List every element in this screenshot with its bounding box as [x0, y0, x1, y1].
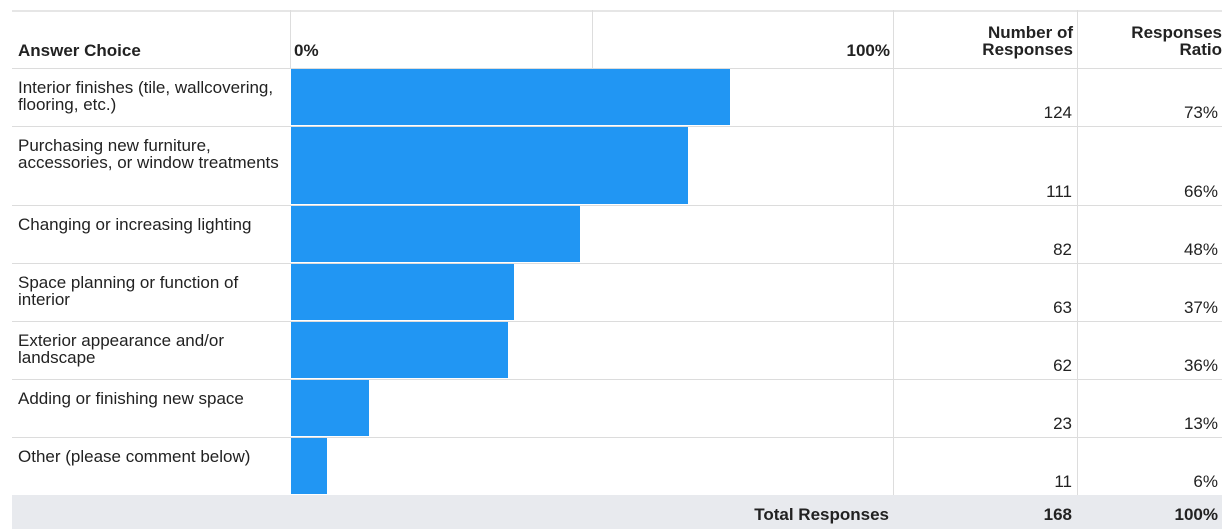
count-label: 63: [1053, 298, 1072, 317]
bar: [291, 127, 689, 204]
total-count: 168: [1043, 505, 1072, 524]
header-category: Answer Choice: [18, 41, 141, 60]
category-label: Exterior appearance and/or landscape: [18, 331, 225, 367]
column-divider: [893, 321, 894, 379]
ratio-label: 13%: [1183, 414, 1218, 433]
row-line: [12, 379, 1222, 380]
column-divider: [1077, 379, 1078, 437]
ratio-label: 73%: [1183, 103, 1218, 122]
row-line: [12, 437, 1222, 438]
ratio-label: 66%: [1183, 182, 1218, 201]
column-divider: [1077, 321, 1078, 379]
column-divider: [1077, 205, 1078, 263]
ratio-label: 48%: [1183, 240, 1218, 259]
column-divider: [893, 126, 894, 205]
category-label: Other (please comment below): [18, 447, 251, 466]
header-ratio: Responses Ratio: [1131, 23, 1222, 59]
x-tick-label: 0%: [294, 41, 319, 60]
column-divider: [290, 10, 291, 68]
column-divider: [1077, 68, 1078, 126]
bar: [291, 322, 508, 378]
category-label: Purchasing new furniture, accessories, o…: [18, 136, 279, 172]
header-top-line: [12, 10, 1222, 12]
column-divider: [893, 379, 894, 437]
count-label: 11: [1054, 472, 1072, 491]
count-label: 62: [1053, 356, 1072, 375]
row-line: [12, 263, 1222, 264]
row-line: [12, 68, 1222, 69]
column-divider: [893, 263, 894, 321]
count-label: 111: [1046, 182, 1072, 201]
ratio-label: 37%: [1183, 298, 1218, 317]
column-divider: [893, 437, 894, 495]
bar: [291, 69, 731, 125]
column-divider: [893, 205, 894, 263]
row-line: [12, 205, 1222, 206]
column-divider: [893, 10, 894, 68]
column-divider: [1077, 126, 1078, 205]
total-row: [12, 495, 1222, 529]
category-label: Interior finishes (tile, wallcovering, f…: [18, 78, 274, 114]
row-line: [12, 126, 1222, 127]
count-label: 23: [1053, 414, 1072, 433]
category-label: Adding or finishing new space: [18, 389, 244, 408]
row-line: [12, 321, 1222, 322]
column-divider: [1077, 437, 1078, 495]
header-count: Number of Responses: [982, 23, 1073, 59]
bar: [291, 380, 370, 436]
column-divider: [592, 10, 593, 68]
column-divider: [893, 68, 894, 126]
column-divider: [1077, 10, 1078, 68]
count-label: 124: [1043, 103, 1072, 122]
total-label: Total Responses: [754, 505, 889, 524]
bar: [291, 438, 328, 494]
category-label: Space planning or function of interior: [18, 273, 239, 309]
total-ratio: 100%: [1174, 505, 1218, 524]
bar: [291, 264, 514, 320]
ratio-label: 6%: [1193, 472, 1218, 491]
category-label: Changing or increasing lighting: [18, 215, 252, 234]
column-divider: [1077, 263, 1078, 321]
count-label: 82: [1053, 240, 1072, 259]
x-tick-label: 100%: [846, 41, 890, 60]
bar: [291, 206, 580, 262]
ratio-label: 36%: [1183, 356, 1218, 375]
